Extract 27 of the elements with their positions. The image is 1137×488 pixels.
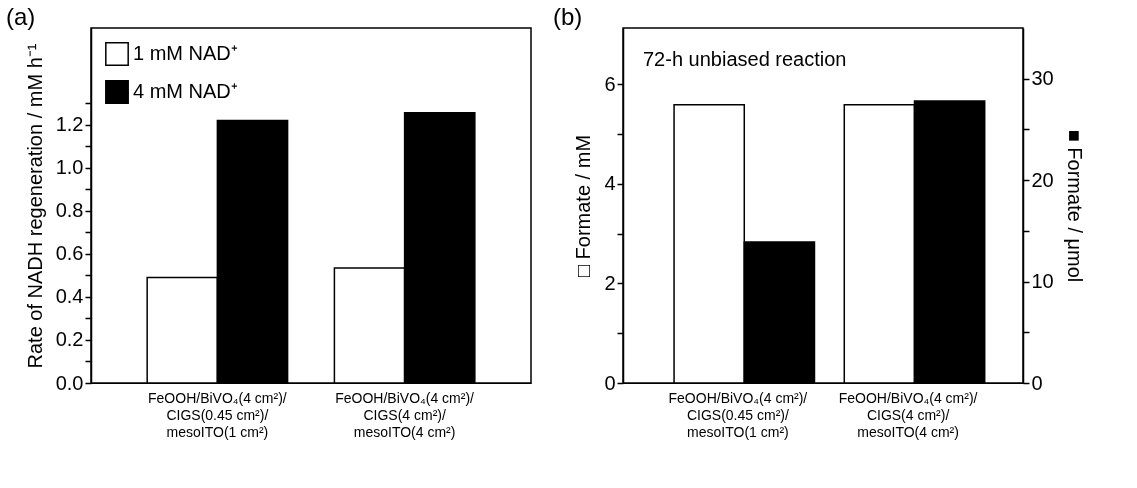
y-tick-label: 0.0	[55, 371, 84, 394]
y-tick-label: 1.2	[55, 113, 84, 136]
y2-tick-label: 0	[1031, 371, 1043, 394]
x-tick-label: FeOOH/BiVO₄(4 cm²)/CIGS(0.45 cm²)/mesoITO(1 cm²)	[148, 389, 287, 440]
y-axis-title: Rate of NADH regeneration / mM h⁻¹	[23, 43, 46, 369]
chart-title: (a)	[6, 3, 36, 30]
y-tick-label: 2	[604, 271, 616, 294]
chart-title: (b)	[553, 3, 583, 30]
x-tick-label: FeOOH/BiVO₄(4 cm²)/CIGS(0.45 cm²)/mesoITO(1 cm²)	[668, 389, 808, 440]
y-tick-label: 0.8	[55, 199, 84, 222]
y-axis-title: □ Formate / mM	[572, 134, 595, 278]
legend-label: 4 mM NAD⁺	[133, 80, 238, 102]
legend-label: 1 mM NAD⁺	[133, 42, 238, 64]
annotation: 72-h unbiased reaction	[643, 48, 847, 70]
y-tick-label: 1.0	[55, 156, 84, 179]
y-tick-label: 4	[604, 172, 616, 195]
x-tick-label: FeOOH/BiVO₄(4 cm²)/CIGS(4 cm²)/mesoITO(4 cm²)	[335, 389, 475, 440]
y-tick-label: 0.4	[55, 285, 84, 308]
x-tick-label: FeOOH/BiVO₄(4 cm²)/CIGS(4 cm²)/mesoITO(4 cm²)	[838, 389, 978, 440]
y2-axis-title: ■ Formate / μmol	[1063, 129, 1086, 283]
y2-tick-label: 30	[1031, 67, 1054, 90]
y-tick-label: 0.2	[55, 328, 84, 351]
y2-tick-label: 20	[1031, 168, 1054, 191]
y-tick-label: 6	[604, 72, 616, 95]
y-tick-label: 0.6	[55, 242, 84, 265]
y-tick-label: 0	[604, 371, 616, 394]
y2-tick-label: 10	[1031, 270, 1054, 293]
